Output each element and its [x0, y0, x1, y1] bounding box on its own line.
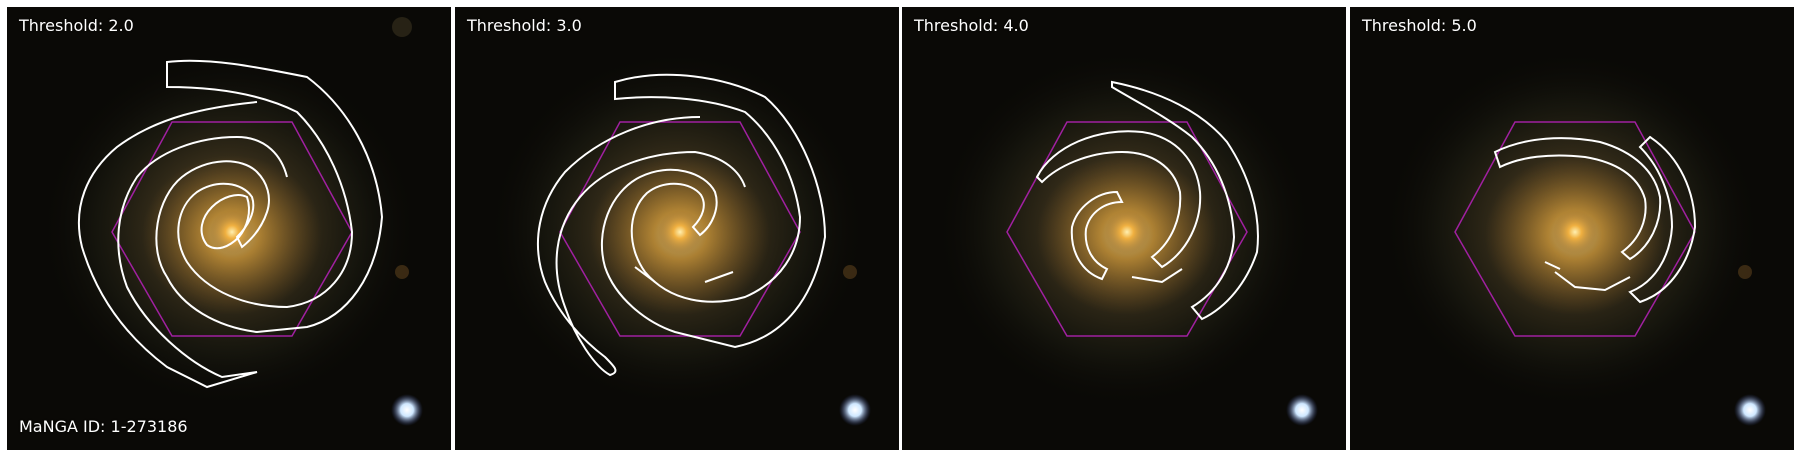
galaxy-panel-threshold-5: Threshold: 5.0: [1350, 7, 1794, 450]
galaxy-panel-threshold-4: Threshold: 4.0: [902, 7, 1346, 450]
ifu-hexagon: [1006, 121, 1248, 337]
threshold-label: Threshold: 3.0: [467, 16, 582, 35]
ifu-hexagon: [559, 121, 801, 337]
foreground-star: [839, 394, 871, 426]
foreground-star: [1286, 394, 1318, 426]
threshold-label: Threshold: 5.0: [1362, 16, 1477, 35]
galaxy-core: [1553, 210, 1597, 254]
arm-contours: [77, 59, 384, 389]
manga-id-label: MaNGA ID: 1-273186: [19, 417, 188, 436]
threshold-label: Threshold: 2.0: [19, 16, 134, 35]
galaxy-image: [455, 7, 899, 450]
galaxy-core: [1105, 210, 1149, 254]
galaxy-image: [1350, 7, 1794, 450]
galaxy-image: [7, 7, 451, 450]
foreground-star: [391, 394, 423, 426]
arm-contours: [1035, 80, 1259, 321]
galaxy-panel-threshold-3: Threshold: 3.0: [455, 7, 899, 450]
galaxy-core: [210, 210, 254, 254]
galaxy-core: [658, 210, 702, 254]
arm-contours: [536, 73, 827, 377]
foreground-star: [1734, 394, 1766, 426]
arm-contours: [1493, 135, 1697, 304]
galaxy-panel-threshold-2: Threshold: 2.0 MaNGA ID: 1-273186: [7, 7, 451, 450]
threshold-label: Threshold: 4.0: [914, 16, 1029, 35]
galaxy-image: [902, 7, 1346, 450]
